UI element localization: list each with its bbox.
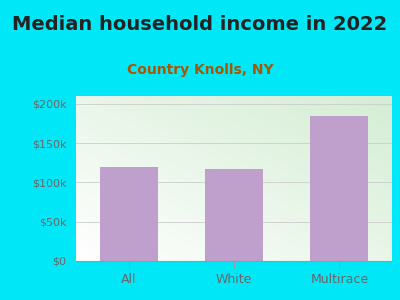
Text: Median household income in 2022: Median household income in 2022 [12,15,388,34]
Bar [100,167,158,261]
Bar [310,116,368,261]
Text: Country Knolls, NY: Country Knolls, NY [127,63,273,77]
Bar [205,169,263,261]
